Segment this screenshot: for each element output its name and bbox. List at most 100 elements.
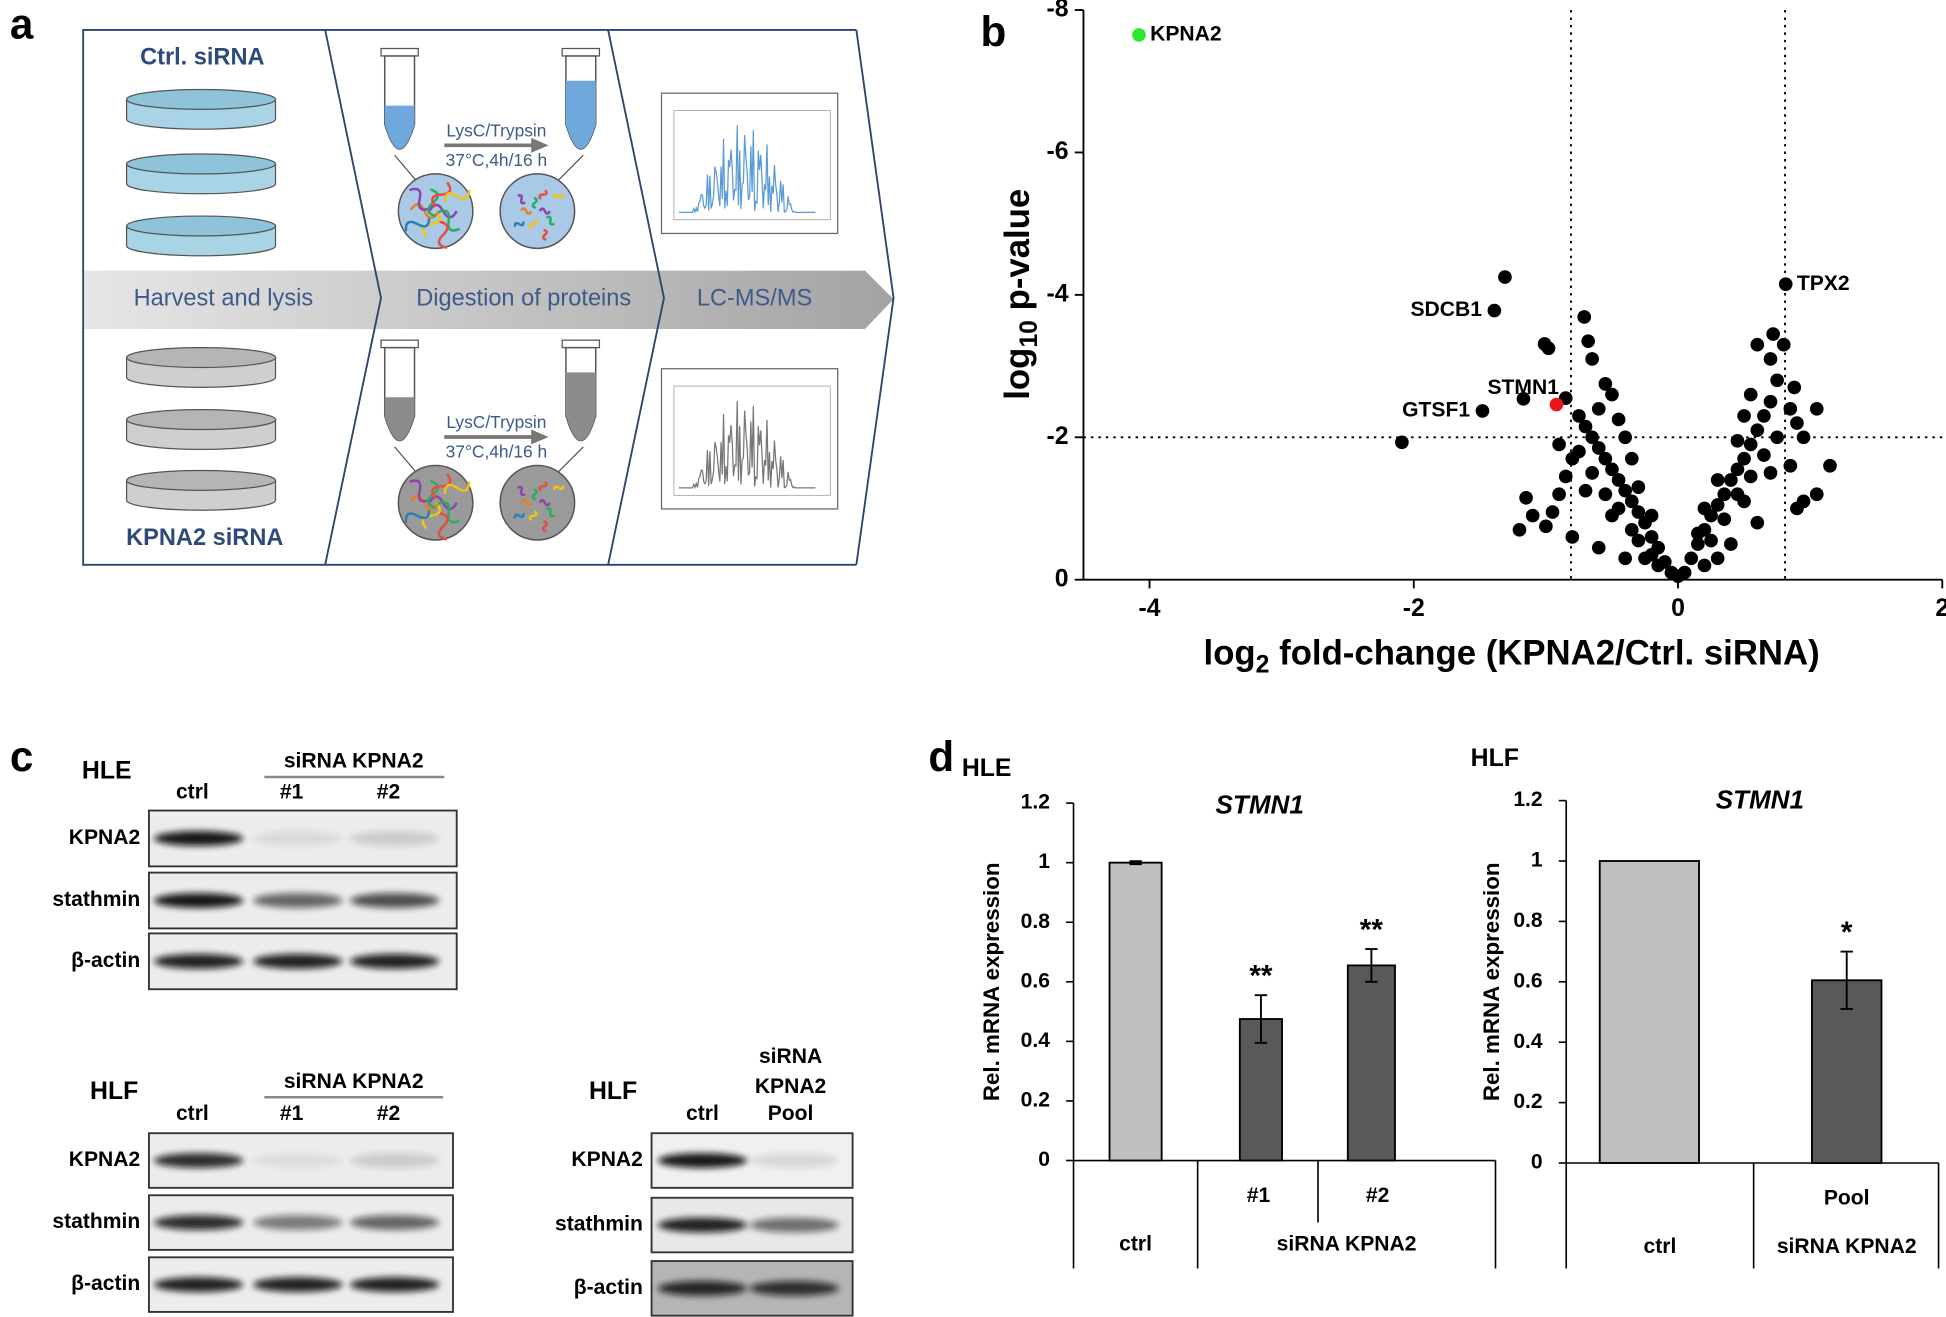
protein-point bbox=[1605, 387, 1619, 402]
point-label: STMN1 bbox=[1488, 376, 1560, 399]
lysate-zoom bbox=[499, 464, 576, 541]
protein-point bbox=[1783, 458, 1798, 473]
peptide bbox=[553, 193, 565, 199]
culture-dish bbox=[125, 215, 277, 257]
protein-point bbox=[1618, 483, 1632, 498]
y-tick-label: 0 bbox=[1038, 1148, 1050, 1171]
blot-band bbox=[657, 1280, 748, 1296]
blot-band bbox=[253, 893, 343, 908]
zoom-line bbox=[558, 154, 584, 181]
culture-dish bbox=[125, 88, 277, 130]
protein-point bbox=[1684, 551, 1699, 566]
tube-cap bbox=[380, 47, 419, 57]
y-tick-label: 1.2 bbox=[1513, 788, 1542, 811]
spectrum-axes bbox=[673, 385, 831, 496]
protein bbox=[443, 481, 471, 495]
y-tick-label: 1 bbox=[1531, 849, 1543, 872]
blot-band bbox=[349, 1215, 440, 1231]
protein-point bbox=[1710, 473, 1725, 487]
y-axis-title: Rel. mRNA expression bbox=[1479, 862, 1504, 1101]
cell-line-label: HLF bbox=[90, 1078, 138, 1105]
protein-point bbox=[1611, 412, 1626, 427]
protein bbox=[443, 189, 471, 203]
x-axis-title: log2 fold-change (KPNA2/Ctrl. siRNA) bbox=[1204, 635, 1820, 678]
protein-point bbox=[1591, 540, 1606, 555]
protein bbox=[437, 501, 461, 524]
blot-band bbox=[349, 1277, 440, 1293]
group-label: siRNA KPNA2 bbox=[1277, 1232, 1417, 1255]
blot-band bbox=[749, 1280, 839, 1296]
peptide bbox=[520, 207, 533, 215]
y-tick-label: -6 bbox=[1047, 138, 1069, 165]
protein bbox=[409, 479, 431, 503]
protein-point bbox=[1737, 451, 1751, 466]
protein-point bbox=[1624, 494, 1639, 509]
blot-band bbox=[153, 953, 244, 969]
protein-label: β-actin bbox=[71, 949, 140, 972]
protein-point bbox=[1776, 337, 1791, 352]
treatment-label: KPNA2 bbox=[755, 1075, 826, 1098]
panel-subtitle: HLE bbox=[962, 755, 1012, 782]
y-axis-title-part: p-value bbox=[999, 189, 1037, 320]
protein-point bbox=[1790, 416, 1804, 430]
spectrum-frame bbox=[660, 368, 839, 510]
protein-point bbox=[1585, 352, 1599, 366]
blot-band bbox=[253, 953, 343, 969]
peptide bbox=[528, 510, 538, 522]
error-bar bbox=[1129, 860, 1142, 866]
point-label: SDCB1 bbox=[1411, 298, 1483, 321]
x-tick-label: ctrl bbox=[1644, 1235, 1677, 1258]
lysate-zoom bbox=[499, 173, 576, 250]
y-tick-label: 0.4 bbox=[1513, 1030, 1543, 1053]
peptide bbox=[538, 207, 551, 215]
protein-point bbox=[1724, 537, 1738, 551]
dish-rim bbox=[125, 346, 277, 369]
peptide bbox=[538, 499, 551, 507]
protein bbox=[409, 187, 431, 211]
protein-point bbox=[1750, 515, 1765, 530]
blot-band bbox=[657, 1153, 748, 1168]
y-tick-label: 0.8 bbox=[1021, 910, 1051, 933]
protein-point bbox=[1710, 551, 1725, 566]
lane-label: #2 bbox=[377, 781, 400, 804]
peptide bbox=[513, 221, 525, 227]
protein-point bbox=[1697, 558, 1712, 573]
bar bbox=[1108, 861, 1163, 1162]
x-axis-title-part: fold-change (KPNA2/Ctrl. siRNA) bbox=[1269, 635, 1819, 673]
protein-point bbox=[1809, 401, 1824, 416]
protein-point bbox=[1704, 533, 1718, 548]
protein-point bbox=[1624, 451, 1639, 466]
protein-point bbox=[1770, 373, 1784, 388]
protein-point bbox=[1572, 409, 1586, 423]
protein-label: β-actin bbox=[574, 1276, 643, 1299]
conditions-label: 37°C,4h/16 h bbox=[446, 442, 548, 462]
protein-point bbox=[1750, 337, 1765, 352]
protein-label: stathmin bbox=[52, 888, 140, 911]
peptide bbox=[538, 189, 548, 200]
protein-point bbox=[1585, 430, 1599, 445]
blot-band bbox=[749, 1217, 839, 1233]
y-tick-label: 0.8 bbox=[1513, 909, 1543, 932]
protein-point bbox=[1766, 327, 1780, 341]
chart-title: STMN1 bbox=[1716, 785, 1804, 815]
y-tick-label: -8 bbox=[1047, 0, 1069, 23]
condition-label: KPNA2 siRNA bbox=[126, 524, 283, 550]
point-label: TPX2 bbox=[1797, 272, 1850, 295]
y-tick-label: 1 bbox=[1038, 850, 1050, 873]
blot-band bbox=[349, 1153, 440, 1168]
x-tick-label: -4 bbox=[1138, 595, 1160, 622]
y-axis-title-part: log bbox=[999, 348, 1037, 400]
protein-point bbox=[1598, 377, 1613, 391]
y-axis-title: Rel. mRNA expression bbox=[979, 862, 1004, 1101]
blot-band bbox=[749, 1153, 839, 1168]
treatment-label: siRNA KPNA2 bbox=[284, 750, 424, 773]
peptide bbox=[517, 485, 526, 497]
lane-label: ctrl bbox=[176, 1102, 209, 1125]
protein-point bbox=[1585, 466, 1599, 480]
tube-liquid bbox=[565, 80, 596, 150]
protein-point bbox=[1743, 387, 1758, 402]
protein-point bbox=[1644, 547, 1659, 562]
tube-liquid bbox=[384, 397, 415, 441]
